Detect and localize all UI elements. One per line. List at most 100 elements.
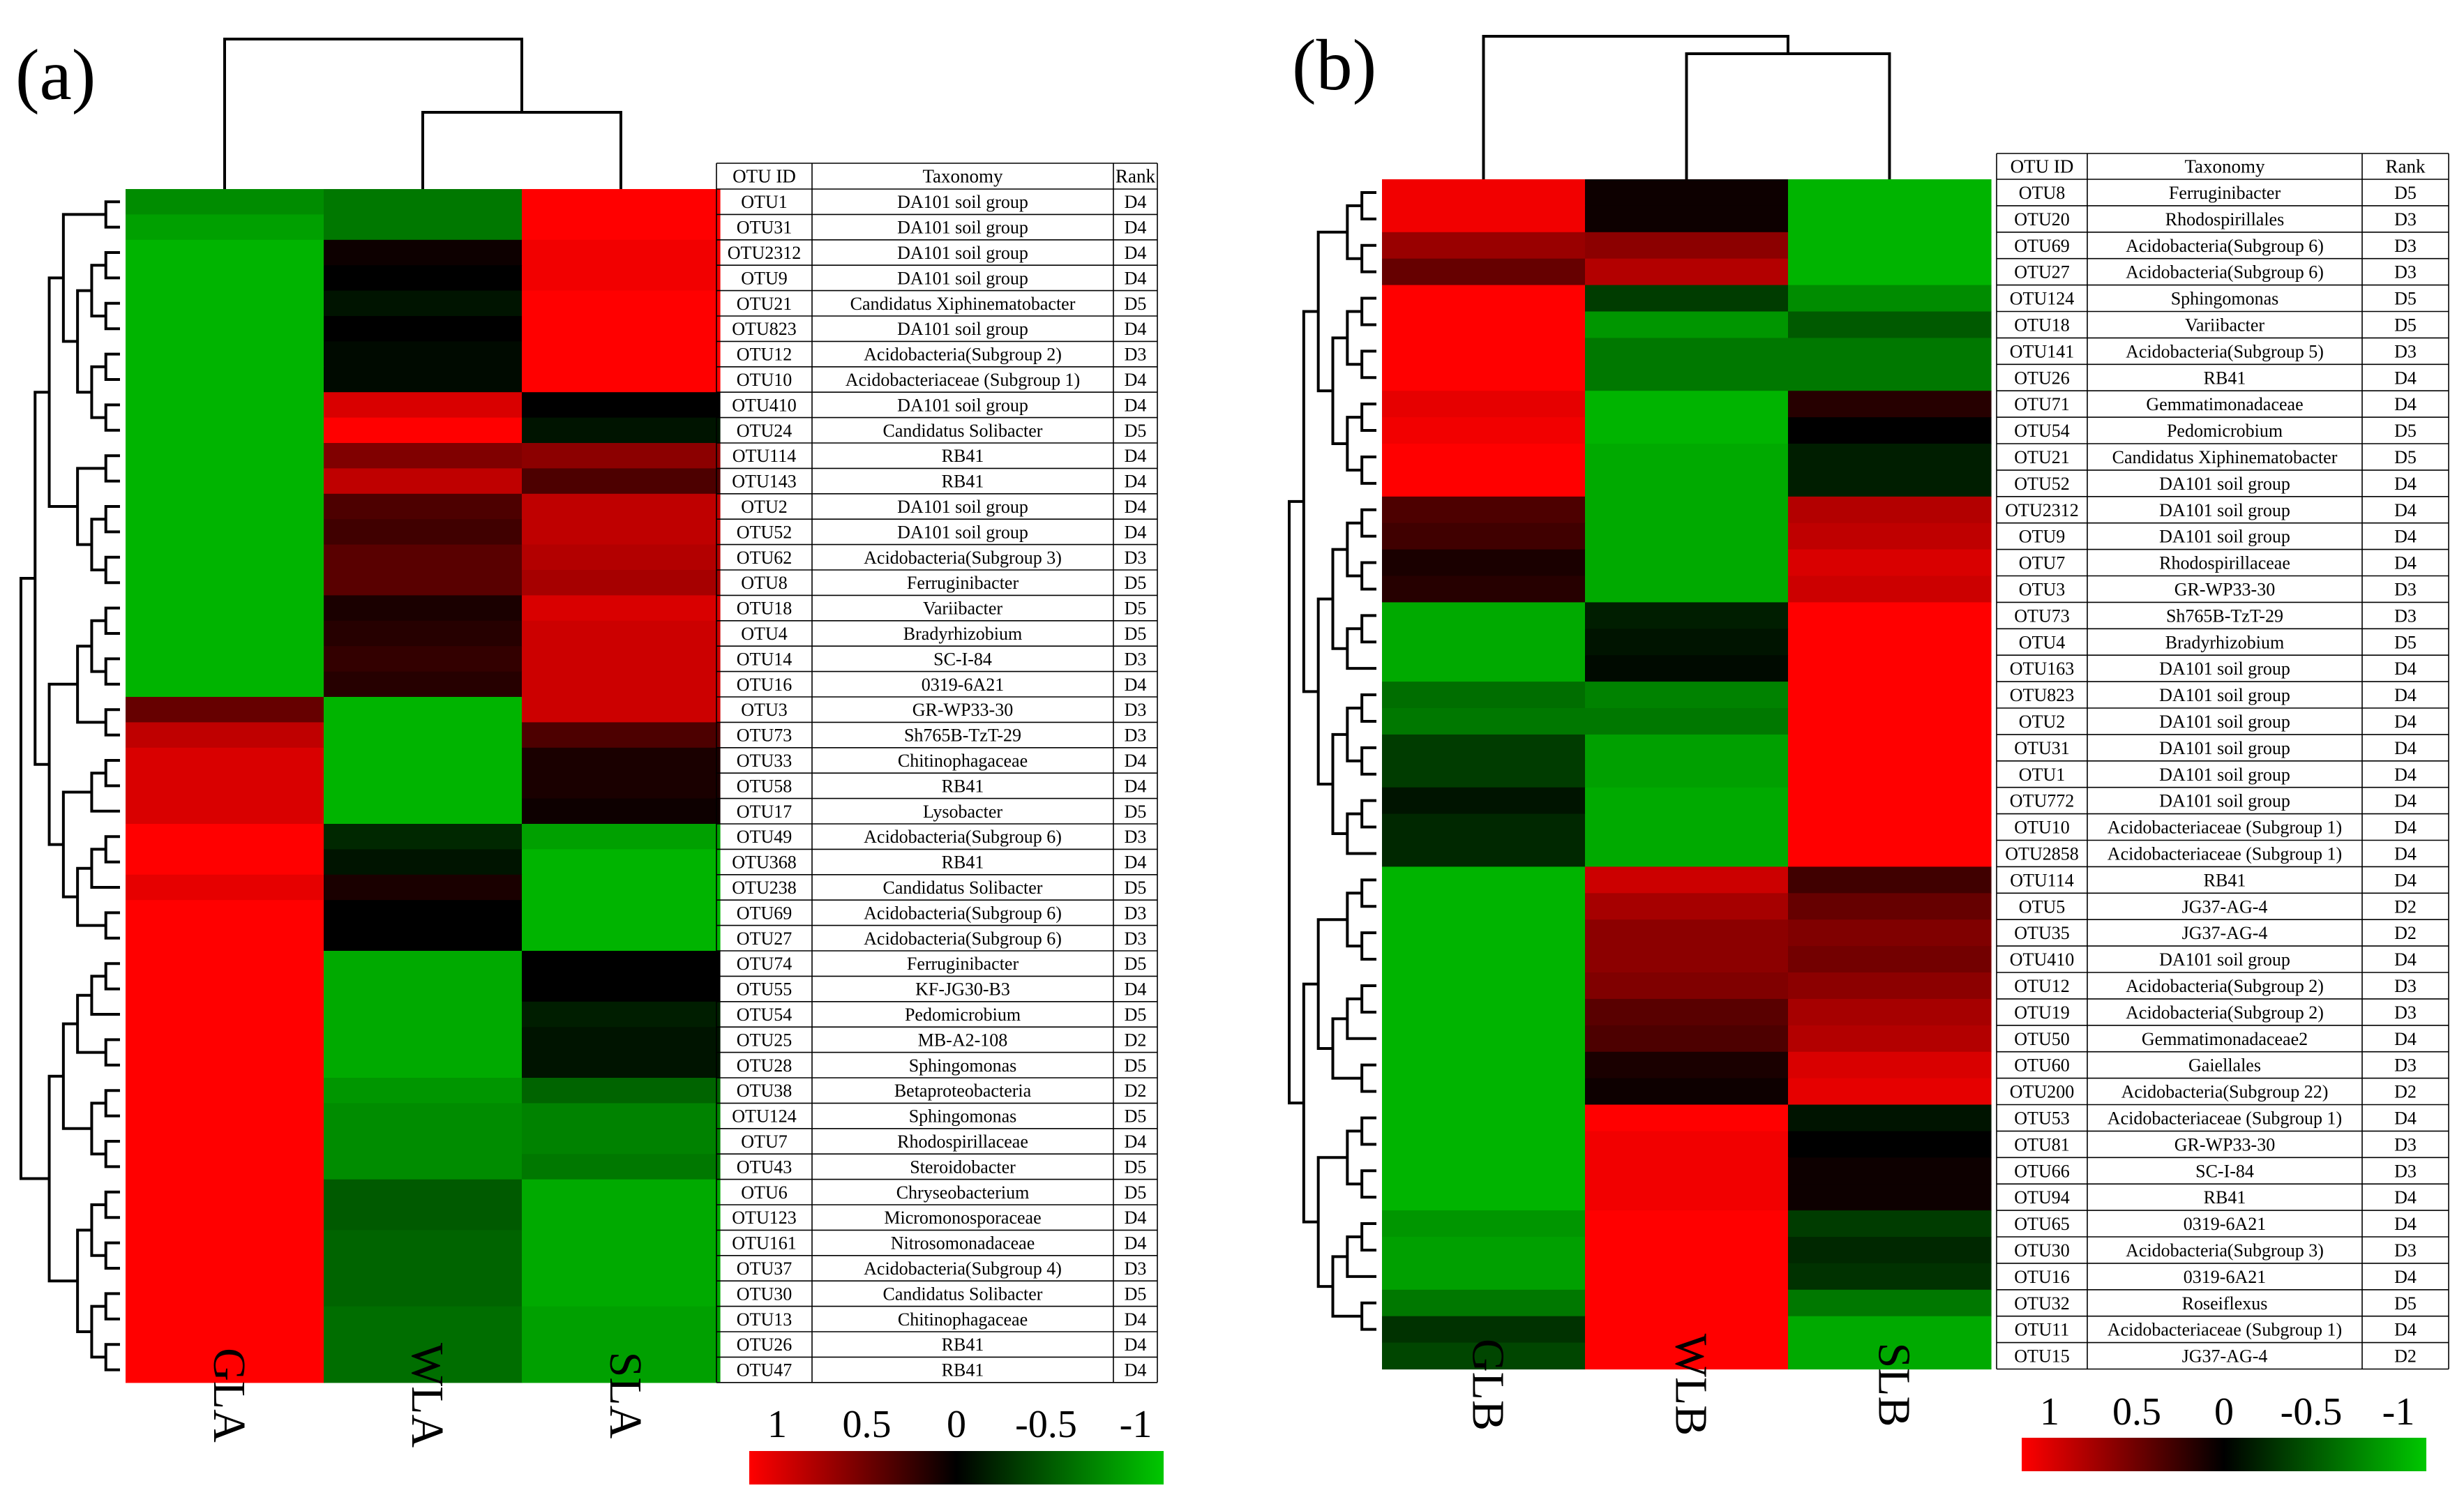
rank-cell: D3 [2394,1161,2417,1181]
heatmap-cell-otu94-wlb [1585,1184,1789,1211]
rank-cell: D4 [2394,500,2417,520]
table-row: OTU17 Lysobacter D5 [737,802,1147,822]
heatmap-cell-otu62-gla [126,544,324,571]
otu-id-cell: OTU9 [741,268,787,288]
heatmap-cell-otu69-sla [522,900,721,926]
dendrogram-branch [1482,35,1789,179]
rank-cell: D4 [1125,268,1147,288]
dendrogram-branch [1360,984,1376,1014]
table-row: OTU13 Chitinophagaceae D4 [737,1309,1147,1330]
heatmap-cell-otu410-slb [1788,946,1992,973]
heatmap-cell-otu1-slb [1788,760,1992,788]
heatmap-cell-otu1-gla [126,189,324,215]
column-dendrogram [1482,35,1891,179]
rank-cell: D5 [2394,183,2417,203]
table-row: OTU7 Rhodospirillaceae D4 [741,1132,1146,1152]
heatmap-cell-otu6-sla [522,1179,721,1205]
rank-cell: D5 [2394,315,2417,335]
rank-cell: D3 [2394,262,2417,283]
table-row: OTU20 Rhodospirillales D3 [2014,209,2417,230]
table-row: OTU2312 DA101 soil group D4 [2005,500,2417,520]
heatmap-cell-otu823-wla [324,316,523,342]
heatmap-cell-otu38-wla [324,1078,523,1104]
heatmap-cell-otu28-gla [126,1052,324,1078]
heatmap-cell-otu8-sla [522,570,721,596]
table-row: OTU1 DA101 soil group D4 [741,192,1146,212]
heatmap-cell-otu124-slb [1788,285,1992,313]
heatmap-cell-otu33-gla [126,747,324,774]
heatmap-cell-otu2-sla [522,493,721,520]
dendrogram-branch [1360,190,1376,220]
otu-id-cell: OTU368 [732,852,796,873]
heatmap-cell-otu10-wla [324,366,523,393]
otu-id-cell: OTU21 [2014,447,2069,467]
heatmap-cell-otu35-glb [1382,919,1586,947]
table-row: OTU28 Sphingomonas D5 [737,1055,1147,1076]
heatmap-cell-otu114-sla [522,443,721,469]
heatmap-cell-otu73-glb [1382,602,1586,629]
otu-id-cell: OTU54 [737,1005,792,1025]
otu-id-cell: OTU24 [737,421,792,441]
heatmap-cell-otu10-gla [126,366,324,393]
dendrogram-branch [1360,1301,1376,1331]
table-row: OTU410 DA101 soil group D4 [2010,949,2417,970]
rank-cell: D4 [2394,474,2417,494]
table-row: OTU54 Pedomicrobium D5 [737,1005,1147,1025]
taxonomy-cell: 0319-6A21 [2184,1214,2266,1234]
taxonomy-cell: DA101 soil group [2159,474,2290,494]
heatmap-cell-otu26-gla [126,1332,324,1358]
otu-id-cell: OTU31 [737,218,792,238]
heatmap-cell-otu21-sla [522,290,721,317]
heatmap-cell-otu31-sla [522,214,721,241]
otu-id-cell: OTU114 [733,446,796,466]
heatmap-panel-b: (b) GLB WLB SLB OTU ID Taxonomy Rank OTU8 Ferrug… [1288,25,2449,1471]
rank-cell: D5 [2394,1293,2417,1314]
heatmap-cell-otu54-slb [1788,417,1992,444]
otu-id-cell: OTU26 [2014,368,2069,388]
heatmap-cell-otu5-glb [1382,893,1586,920]
rank-cell: D4 [2394,553,2417,573]
table-row: OTU15 JG37-AG-4 D2 [2014,1346,2417,1367]
rank-cell: D4 [2394,1108,2417,1128]
heatmap-cell-otu5-slb [1788,893,1992,920]
heatmap-cell-otu124-wlb [1585,285,1789,313]
dendrogram-branch [90,264,106,317]
table-row: OTU18 Variibacter D5 [2014,315,2417,335]
rank-cell: D4 [1125,192,1147,212]
rank-cell: D4 [2394,818,2417,838]
heatmap-cell-otu32-glb [1382,1289,1586,1317]
table-row: OTU8 Ferruginibacter D5 [2019,183,2417,203]
heatmap-cell-otu30-wla [324,1281,523,1307]
dendrogram-branch [76,289,92,394]
dendrogram-branch [1360,508,1376,538]
table-header: Rank [1115,166,1155,187]
heatmap-cell-otu410-sla [522,392,721,419]
taxonomy-cell: Sphingomonas [909,1055,1017,1076]
heatmap-cell-otu54-sla [522,1001,721,1028]
otu-id-cell: OTU54 [2014,421,2069,441]
colorbar-tick-label: 0.5 [843,1403,892,1446]
rank-cell: D3 [2394,976,2417,996]
otu-id-cell: OTU2312 [728,243,801,263]
taxonomy-cell: RB41 [942,1360,984,1381]
heatmap-cell-otu60-slb [1788,1051,1992,1079]
table-row: OTU823 DA101 soil group D4 [2010,685,2417,705]
taxonomy-cell: MB-A2-108 [918,1030,1008,1050]
taxonomy-cell: Acidobacteria(Subgroup 5) [2126,341,2324,361]
heatmap-cell-otu7-glb [1382,549,1586,577]
heatmap-cell-otu124-gla [126,1103,324,1129]
heatmap-cell-otu141-slb [1788,338,1992,365]
otu-id-cell: OTU2858 [2005,843,2078,864]
otu-id-cell: OTU66 [2014,1161,2069,1181]
rank-cell: D2 [2394,1082,2417,1102]
heatmap-cell-otu8-slb [1788,179,1992,206]
taxonomy-cell: Acidobacteria(Subgroup 3) [864,548,1062,568]
taxonomy-cell: DA101 soil group [2159,685,2290,705]
table-header: Rank [2386,156,2426,177]
taxonomy-cell: Acidobacteria(Subgroup 6) [864,929,1062,949]
taxonomy-cell: 0319-6A21 [922,675,1004,695]
heatmap-cell-otu9-slb [1788,523,1992,550]
heatmap-cell-otu143-sla [522,468,721,495]
heatmap-cell-otu12-sla [522,341,721,368]
rank-cell: D5 [1125,573,1147,593]
